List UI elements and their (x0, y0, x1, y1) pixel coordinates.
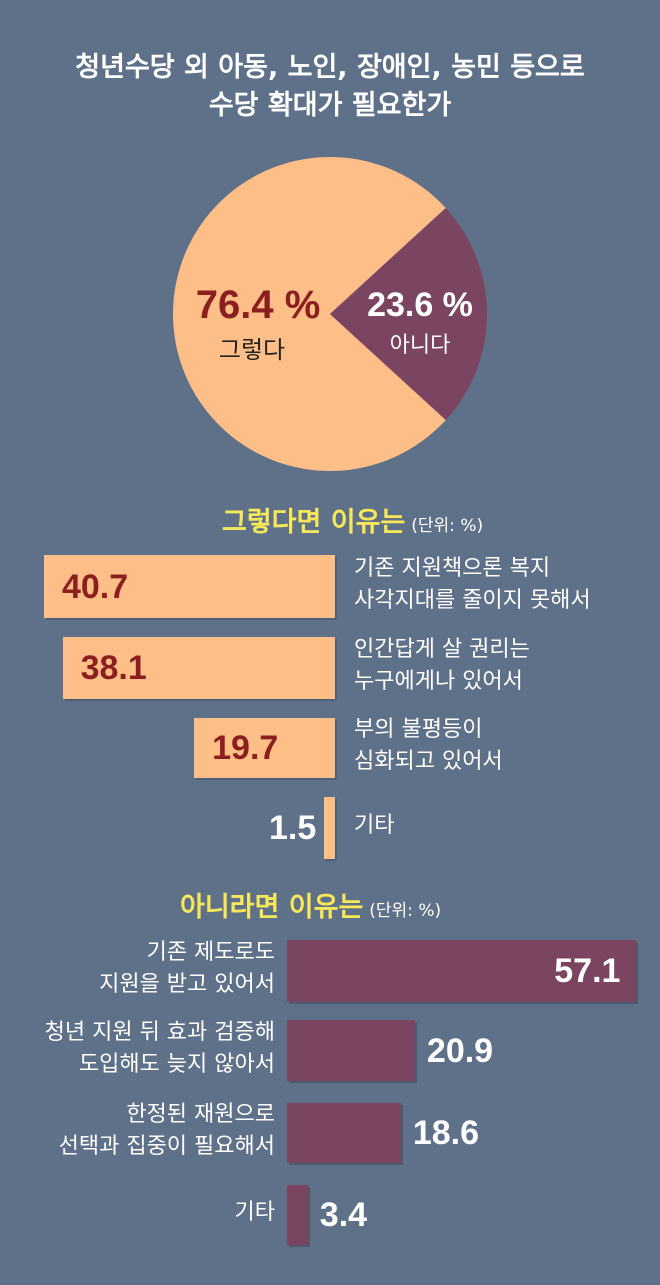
bar-label-no-3-line-0: 기타 (234, 1200, 275, 1225)
chart-title-line1: 청년수당 외 아동, 노인, 장애인, 농민 등으로 (75, 52, 585, 83)
bar-no-3 (287, 1185, 308, 1245)
bar-yes-2 (194, 718, 335, 778)
bar-no-0 (287, 940, 637, 1002)
bar-label-yes-1-line-0: 인간답게 살 권리는 (354, 637, 530, 662)
pie-label-no: 아니다 (390, 333, 451, 358)
bar-label-no-0-line-1: 지원을 받고 있어서 (99, 972, 275, 997)
bar-value-yes-3: 1.5 (269, 809, 317, 847)
bar-label-yes-3-line-0: 기타 (354, 813, 395, 838)
bar-value-no-2: 18.6 (412, 1114, 480, 1152)
bar-value-no-0: 57.1 (554, 952, 621, 990)
bar-label-yes-1-line-1: 누구에게나 있어서 (354, 669, 523, 694)
bar-value-no-1: 20.9 (426, 1031, 494, 1070)
bar-label-no-2-line-1: 선택과 집중이 필요해서 (58, 1134, 275, 1159)
bar-label-yes-0-line-1: 사각지대를 줄이지 못해서 (354, 587, 591, 613)
pie-slice-yes (172, 156, 446, 471)
bar-value-no-3: 3.4 (319, 1196, 368, 1234)
chart-title-line2: 수당 확대가 필요한가 (208, 90, 452, 121)
pie-value-no: 23.6 % (367, 286, 473, 324)
bar-yes-3 (324, 797, 335, 859)
bar-label-no-1-line-0: 청년 지원 뒤 효과 검증해 (44, 1019, 275, 1045)
bar-value-yes-2: 19.7 (212, 729, 279, 767)
bar-label-no-1-line-1: 도입해도 늦지 않아서 (78, 1051, 275, 1077)
bar-label-no-3: 기타 (235, 1197, 275, 1229)
bar-value-yes-1: 38.1 (80, 649, 147, 687)
bar-yes-0 (43, 555, 335, 618)
bar-value-yes-0: 40.7 (61, 567, 129, 606)
section-title-yes: 그렇다면 이유는 (단위: %) (222, 507, 484, 538)
pie-label-yes: 그렇다 (219, 336, 285, 364)
bar-no-1 (287, 1020, 415, 1081)
bar-no-2 (287, 1103, 401, 1163)
bar-label-yes-0-line-0: 기존 지원책으론 복지 (354, 555, 551, 581)
bar-label-no-2-line-0: 한정된 재원으로 (126, 1102, 275, 1127)
bar-label-yes-3: 기타 (354, 810, 394, 842)
bar-label-no-0-line-0: 기존 제도로도 (146, 940, 275, 965)
bar-yes-1 (62, 637, 335, 699)
bar-label-yes-2-line-0: 부의 불평등이 (354, 717, 483, 742)
pie-slice-no (330, 207, 487, 421)
bar-label-yes-2-line-1: 심화되고 있어서 (354, 749, 503, 774)
pie-value-yes: 76.4 % (196, 283, 321, 327)
section-title-no: 아니라면 이유는 (단위: %) (180, 892, 442, 923)
pie-chart: 76.4 % 그렇다 23.6 % 아니다 (172, 156, 487, 471)
